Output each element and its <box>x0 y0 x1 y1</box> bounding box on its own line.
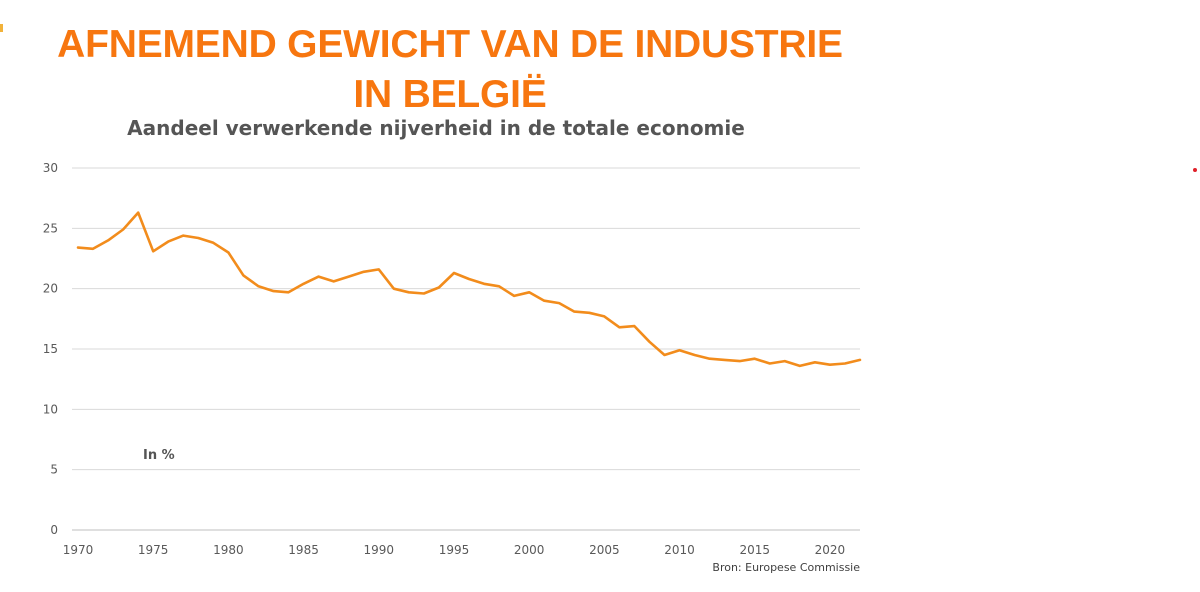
series-layer <box>76 211 862 368</box>
x-axis: 1970 1975 1980 1985 1990 1995 2000 2005 2010 2015… <box>63 543 845 557</box>
x-tick-label: 1990 <box>363 543 394 557</box>
y-tick-label: 10 <box>43 402 58 416</box>
red-dot-marker <box>1193 168 1197 172</box>
unit-annotation: In % <box>143 448 175 463</box>
series-line-0 <box>76 211 862 368</box>
y-tick-label: 0 <box>50 523 58 537</box>
corner-mark <box>0 24 3 32</box>
headline: AFNEMEND GEWICHT VAN DE INDUSTRIE IN BEL… <box>40 20 860 120</box>
grid-layer <box>72 167 860 531</box>
y-tick-label: 25 <box>43 221 58 235</box>
y-tick-label: 5 <box>50 463 58 477</box>
x-tick-label: 1980 <box>213 543 244 557</box>
x-tick-label: 1995 <box>439 543 470 557</box>
x-tick-label: 1970 <box>63 543 94 557</box>
x-tick-label: 2000 <box>514 543 545 557</box>
x-tick-label: 1975 <box>138 543 169 557</box>
x-tick-label: 2020 <box>815 543 846 557</box>
source-note: Bron: Europese Commissie <box>712 561 860 574</box>
x-tick-label: 2010 <box>664 543 695 557</box>
y-tick-label: 20 <box>43 282 58 296</box>
headline-line-1: AFNEMEND GEWICHT VAN DE INDUSTRIE <box>57 23 843 66</box>
y-tick-label: 15 <box>43 342 58 356</box>
y-axis: 0 5 10 15 20 25 30 <box>43 161 58 537</box>
x-tick-label: 2015 <box>739 543 770 557</box>
x-tick-label: 1985 <box>288 543 319 557</box>
headline-line-2: IN BELGIË <box>353 73 547 116</box>
line-chart: 0 5 10 15 20 25 30 1970 1975 1980 1985 1990 1995 200… <box>43 161 862 557</box>
x-tick-label: 2005 <box>589 543 620 557</box>
chart-title: Aandeel verwerkende nijverheid in de tot… <box>127 116 745 140</box>
y-tick-label: 30 <box>43 161 58 175</box>
